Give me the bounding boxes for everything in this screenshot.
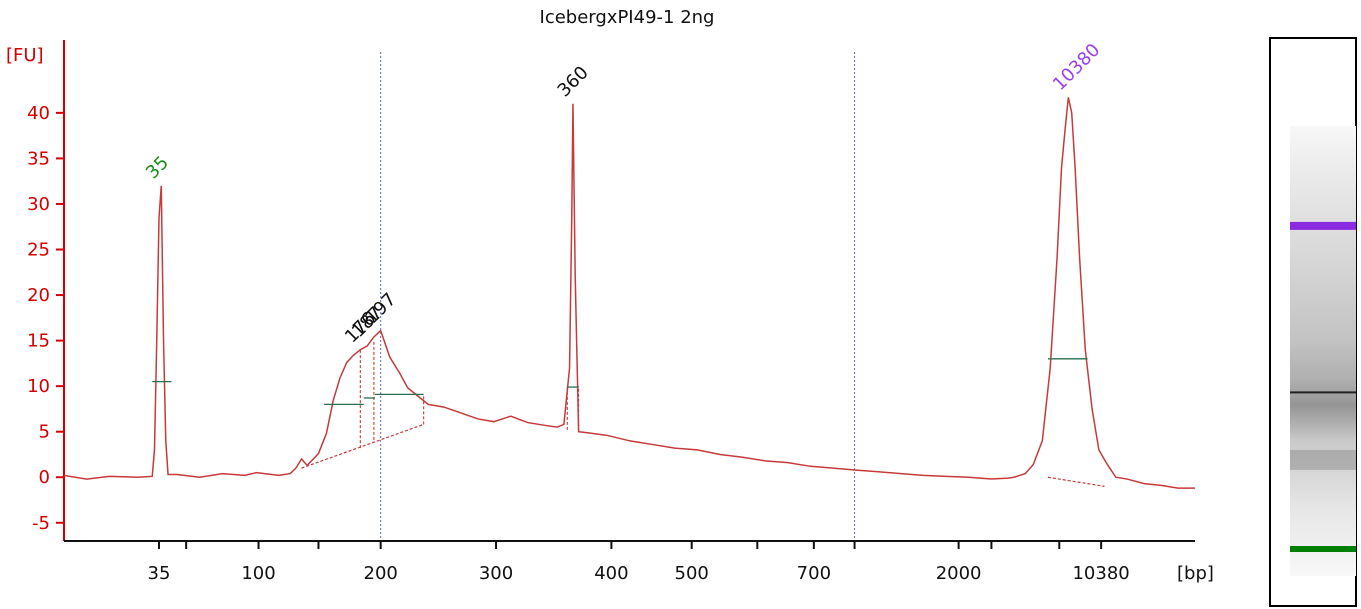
- x-tick-label-100: 100: [241, 563, 275, 584]
- chart-title: IcebergxPI49-1 2ng: [540, 7, 715, 28]
- gel-band-marker-high: [1290, 221, 1356, 230]
- x-tick-label-10380: 10380: [1072, 563, 1129, 584]
- baseline-mark-1: [1047, 476, 1105, 487]
- gel-band-marker-low: [1290, 546, 1356, 552]
- y-tick-label-10: 10: [27, 376, 50, 397]
- peak-label-35: 35: [142, 152, 173, 183]
- y-tick-label-35: 35: [27, 148, 50, 169]
- y-axis-label: [FU]: [6, 45, 44, 66]
- vertical-guides-layer: [380, 52, 856, 541]
- gel-panel: [1269, 37, 1357, 607]
- x-tick-label-200: 200: [364, 563, 398, 584]
- x-tick-label-2000: 2000: [936, 563, 982, 584]
- y-tick-label-25: 25: [27, 240, 50, 261]
- gel-band-sample-soft: [1290, 449, 1356, 470]
- axes-layer: -5 0 5 10 15 20 25 30 35 40 35 100 200 300 400 500 700 20…: [27, 40, 1195, 584]
- y-tick-label-30: 30: [27, 194, 50, 215]
- peak-label-360: 360: [554, 62, 593, 101]
- x-tick-label-400: 400: [594, 563, 628, 584]
- x-tick-label-300: 300: [479, 563, 513, 584]
- y-tick-label--5: -5: [32, 513, 50, 534]
- y-tick-label-5: 5: [39, 422, 50, 443]
- x-tick-label-700: 700: [797, 563, 831, 584]
- trace-line-0: [63, 97, 1195, 489]
- y-tick-label-20: 20: [27, 285, 50, 306]
- series-layer: [63, 97, 1195, 489]
- x-tick-label-500: 500: [675, 563, 709, 584]
- y-tick-label-15: 15: [27, 331, 50, 352]
- gel-lane-shade: [1290, 126, 1356, 576]
- y-tick-label-0: 0: [39, 467, 50, 488]
- baseline-mark-0: [301, 423, 424, 469]
- y-tick-label-40: 40: [27, 103, 50, 124]
- peak-label-10380: 10380: [1049, 40, 1104, 95]
- peak-annotation-layer: [152, 339, 1105, 487]
- gel-band-sample-dark: [1290, 391, 1356, 394]
- x-tick-label-35: 35: [148, 563, 171, 584]
- x-axis-label: [bp]: [1177, 563, 1214, 584]
- gel-band-layer: [1290, 221, 1356, 552]
